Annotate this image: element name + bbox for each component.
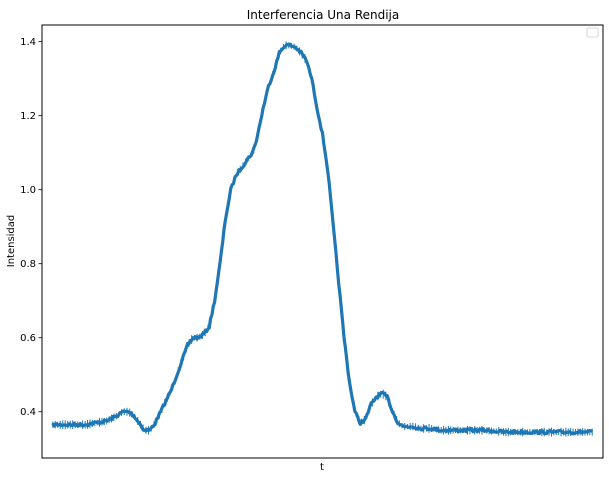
y-tick-label: 0.4	[20, 407, 36, 418]
legend-box	[586, 27, 599, 38]
chart-title: Interferencia Una Rendija	[247, 8, 400, 22]
y-tick-label: 1.4	[20, 37, 36, 48]
y-tick-label: 0.8	[20, 259, 36, 270]
y-tick-label: 1.0	[20, 185, 36, 196]
y-tick-label: 1.2	[20, 111, 36, 122]
y-axis-label: Intensidad	[6, 215, 17, 268]
plot-frame	[41, 24, 604, 459]
series-noise	[52, 41, 593, 437]
y-tick-label: 0.6	[20, 333, 36, 344]
x-axis-label: t	[320, 462, 324, 473]
